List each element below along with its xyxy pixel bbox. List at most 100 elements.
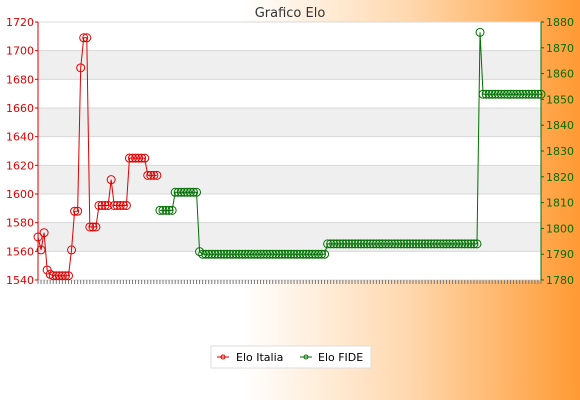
data-point-elo-fide: [228, 249, 238, 259]
data-point-elo-fide: [432, 239, 442, 249]
data-point-elo-italia: [76, 63, 86, 73]
data-point-elo-fide: [402, 239, 412, 249]
data-point-elo-italia: [57, 271, 67, 281]
data-point-elo-fide: [231, 249, 241, 259]
data-point-elo-fide: [268, 249, 278, 259]
grid-band: [38, 108, 541, 137]
data-point-elo-fide: [283, 249, 293, 259]
data-point-elo-fide: [323, 239, 333, 249]
y-right-tick-label: 1830: [546, 145, 574, 158]
data-point-elo-fide: [414, 239, 424, 249]
data-point-elo-fide: [216, 249, 226, 259]
data-point-elo-fide: [359, 239, 369, 249]
data-point-elo-fide: [277, 249, 287, 259]
y-left-tick-label: 1580: [6, 217, 34, 230]
data-point-elo-italia: [73, 206, 83, 216]
y-right-tick-label: 1870: [546, 42, 574, 55]
y-left-tick-label: 1700: [6, 45, 34, 58]
data-point-elo-fide: [249, 249, 259, 259]
grid-band: [38, 222, 541, 252]
data-point-elo-fide: [243, 249, 253, 259]
data-point-elo-fide: [417, 239, 427, 249]
data-point-elo-fide: [435, 239, 445, 249]
data-point-elo-fide: [274, 249, 284, 259]
y-right-tick-label: 1880: [546, 16, 574, 29]
data-point-elo-fide: [188, 187, 198, 197]
data-point-elo-italia: [137, 153, 147, 163]
data-point-elo-italia: [91, 222, 101, 232]
data-point-elo-fide: [411, 239, 421, 249]
legend-label-elo-italia: Elo Italia: [236, 351, 283, 364]
data-point-elo-italia: [54, 271, 64, 281]
data-point-elo-fide: [487, 89, 497, 99]
data-point-elo-fide: [478, 89, 488, 99]
data-point-elo-italia: [131, 153, 141, 163]
data-point-elo-fide: [344, 239, 354, 249]
legend-label-elo-fide: Elo FIDE: [318, 351, 363, 364]
data-point-elo-fide: [225, 249, 235, 259]
data-point-elo-fide: [295, 249, 305, 259]
data-point-elo-fide: [426, 239, 436, 249]
grid-band: [38, 165, 541, 194]
data-point-elo-fide: [469, 239, 479, 249]
data-point-elo-italia: [106, 175, 116, 185]
data-point-elo-fide: [399, 239, 409, 249]
data-point-elo-fide: [173, 187, 183, 197]
data-point-elo-fide: [237, 249, 247, 259]
data-point-elo-fide: [167, 205, 177, 215]
data-point-elo-fide: [198, 249, 208, 259]
data-point-elo-fide: [338, 239, 348, 249]
data-point-elo-fide: [179, 187, 189, 197]
y-right-tick-label: 1790: [546, 248, 574, 261]
data-point-elo-fide: [313, 249, 323, 259]
data-point-elo-fide: [460, 239, 470, 249]
data-point-elo-italia: [103, 200, 113, 210]
data-point-elo-fide: [219, 249, 229, 259]
data-point-elo-italia: [60, 271, 70, 281]
data-point-elo-fide: [262, 249, 272, 259]
data-point-elo-fide: [368, 239, 378, 249]
data-point-elo-fide: [396, 239, 406, 249]
legend-item-elo-italia: Elo Italia: [217, 351, 283, 364]
data-point-elo-fide: [499, 89, 509, 99]
data-point-elo-fide: [347, 239, 357, 249]
plot-area: 1540 1560 1580 1600 1620 1640 1660 1680 1700 1720…: [6, 16, 574, 287]
data-point-elo-italia: [48, 271, 58, 281]
data-point-elo-fide: [457, 239, 467, 249]
data-point-elo-fide: [320, 249, 330, 259]
data-point-elo-fide: [438, 239, 448, 249]
data-point-elo-fide: [384, 239, 394, 249]
data-point-elo-fide: [518, 89, 528, 99]
data-point-elo-italia: [97, 200, 107, 210]
data-point-elo-italia: [100, 200, 110, 210]
series-line-elo-italia: [37, 37, 157, 277]
data-point-elo-fide: [310, 249, 320, 259]
data-point-elo-fide: [420, 239, 430, 249]
data-point-elo-italia: [70, 206, 80, 216]
data-point-elo-fide: [329, 239, 339, 249]
data-point-elo-fide: [512, 89, 522, 99]
data-point-elo-italia: [143, 170, 153, 180]
data-point-elo-italia: [146, 170, 156, 180]
y-right-tick-label: 1820: [546, 171, 574, 184]
data-point-elo-fide: [390, 239, 400, 249]
data-point-elo-italia: [94, 200, 104, 210]
data-point-elo-fide: [259, 249, 269, 259]
data-point-elo-fide: [192, 187, 202, 197]
data-point-elo-italia: [36, 245, 46, 255]
data-point-elo-italia: [63, 271, 73, 281]
legend: Elo Italia Elo FIDE: [210, 345, 372, 369]
data-point-elo-fide: [332, 239, 342, 249]
data-point-elo-fide: [222, 249, 232, 259]
data-point-elo-fide: [509, 89, 519, 99]
data-point-elo-italia: [67, 245, 77, 255]
data-point-elo-fide: [475, 27, 485, 37]
data-point-elo-italia: [109, 200, 119, 210]
data-point-elo-italia: [39, 228, 49, 238]
chart-title: Grafico Elo: [255, 6, 326, 21]
data-point-elo-fide: [515, 89, 525, 99]
data-point-elo-italia: [88, 222, 98, 232]
data-point-elo-fide: [472, 239, 482, 249]
data-point-elo-italia: [149, 170, 159, 180]
